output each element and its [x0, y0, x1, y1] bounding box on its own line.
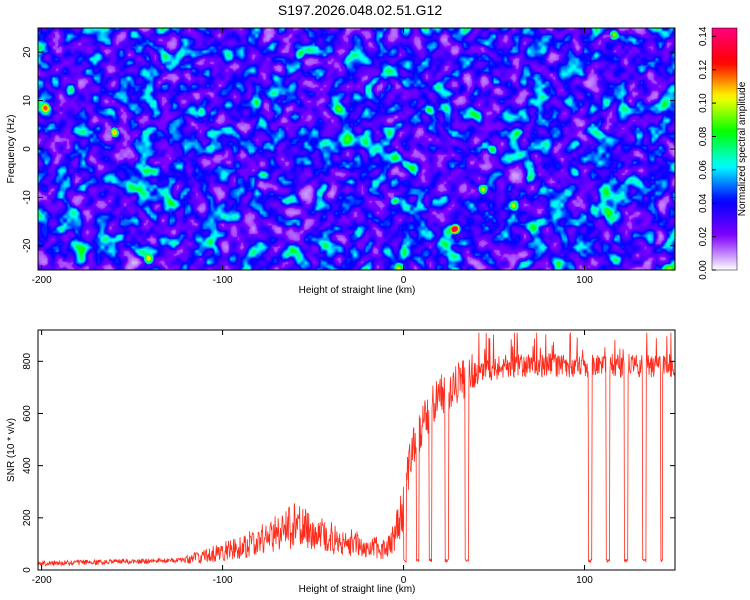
- y-tick-label: 0: [22, 146, 33, 152]
- x-tick-label: 100: [576, 275, 593, 286]
- colorbar-gradient: [711, 27, 738, 271]
- colorbar-ticks: 0.00 0.02 0.04 0.06 0.08 0.10 0.12 0.14: [698, 26, 716, 280]
- snr-y-label: SNR (10 * v/v): [6, 418, 17, 482]
- heatmap-x-ticks: -200 -100 0 100: [32, 28, 593, 286]
- heatmap-y-ticks: -20 -10 0 10 20: [22, 46, 675, 253]
- heatmap-x-label: Height of straight line (km): [299, 285, 416, 296]
- y-tick-label: -10: [22, 190, 33, 205]
- colorbar-tick-label: 0.08: [698, 126, 709, 146]
- y-tick-label: 400: [22, 457, 33, 474]
- heatmap-y-label: Frequency (Hz): [6, 115, 17, 184]
- colorbar-label: Normalized spectral amplitude: [737, 81, 748, 216]
- snr-panel: -200 -100 0 100 0 200 400 600 800 Height of str…: [6, 329, 676, 595]
- y-tick-label: -20: [22, 238, 33, 253]
- y-tick-label: 0: [22, 567, 33, 573]
- y-tick-label: 20: [22, 46, 33, 58]
- x-tick-label: 0: [401, 575, 407, 586]
- colorbar-tick-label: 0.02: [698, 226, 709, 246]
- y-tick-label: 10: [22, 95, 33, 107]
- colorbar-tick-label: 0.04: [698, 193, 709, 213]
- spectrogram-heatmap: [38, 28, 675, 270]
- x-tick-label: -100: [213, 275, 233, 286]
- snr-x-ticks: -200 -100 0 100: [32, 330, 593, 586]
- x-tick-label: 100: [576, 575, 593, 586]
- snr-series-line: [37, 332, 676, 567]
- colorbar-tick-label: 0.14: [698, 26, 709, 46]
- snr-x-label: Height of straight line (km): [299, 584, 416, 595]
- x-tick-label: 0: [401, 275, 407, 286]
- figure-title: S197.2026.048.02.51.G12: [278, 2, 442, 18]
- y-tick-label: 200: [22, 509, 33, 526]
- y-tick-label: 800: [22, 353, 33, 370]
- y-tick-label: 600: [22, 405, 33, 422]
- snr-frame: [37, 329, 676, 571]
- x-tick-label: -200: [32, 575, 52, 586]
- x-tick-label: -200: [32, 275, 52, 286]
- snr-y-ticks: 0 200 400 600 800: [22, 353, 675, 573]
- colorbar-tick-label: 0.06: [698, 160, 709, 180]
- colorbar-tick-label: 0.12: [698, 60, 709, 80]
- x-tick-label: -100: [213, 575, 233, 586]
- colorbar: 0.00 0.02 0.04 0.06 0.08 0.10 0.12 0.14 Normali…: [698, 26, 748, 280]
- colorbar-tick-label: 0.10: [698, 93, 709, 113]
- colorbar-tick-label: 0.00: [698, 260, 709, 280]
